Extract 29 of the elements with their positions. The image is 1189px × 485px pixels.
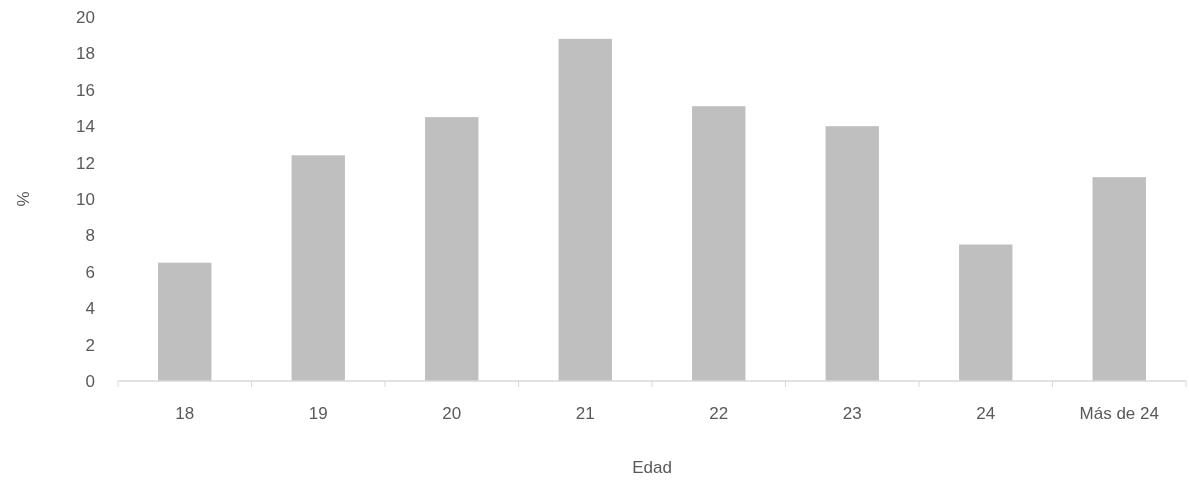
y-tick-label: 16	[76, 80, 95, 100]
y-tick-label: 0	[85, 371, 95, 391]
x-tick-label: 24	[976, 404, 996, 423]
y-tick-label: 8	[85, 226, 95, 246]
y-tick-label: 6	[85, 262, 95, 282]
x-tick-label: 22	[709, 404, 729, 423]
bar	[692, 106, 746, 381]
y-tick-label: 12	[76, 153, 95, 173]
bar	[1092, 177, 1146, 381]
x-tick-label: Más de 24	[1079, 404, 1159, 423]
bar	[291, 155, 345, 381]
x-tick-label: 20	[442, 404, 462, 423]
y-tick-label: 2	[85, 335, 95, 355]
x-tick-label: 18	[175, 404, 195, 423]
x-axis-title: Edad	[632, 458, 672, 477]
bar	[158, 262, 212, 381]
y-axis-title: %	[13, 191, 33, 207]
y-tick-label: 20	[76, 7, 95, 27]
y-tick-label: 18	[76, 44, 95, 64]
y-tick-label: 10	[76, 189, 95, 209]
bar	[825, 126, 879, 381]
bar	[959, 244, 1013, 381]
x-tick-label: 19	[308, 404, 328, 423]
bar	[425, 117, 479, 381]
x-tick-label: 21	[575, 404, 595, 423]
y-tick-label: 4	[85, 299, 95, 319]
bar	[558, 38, 612, 381]
y-tick-label: 14	[76, 117, 95, 137]
x-tick-label: 23	[842, 404, 862, 423]
